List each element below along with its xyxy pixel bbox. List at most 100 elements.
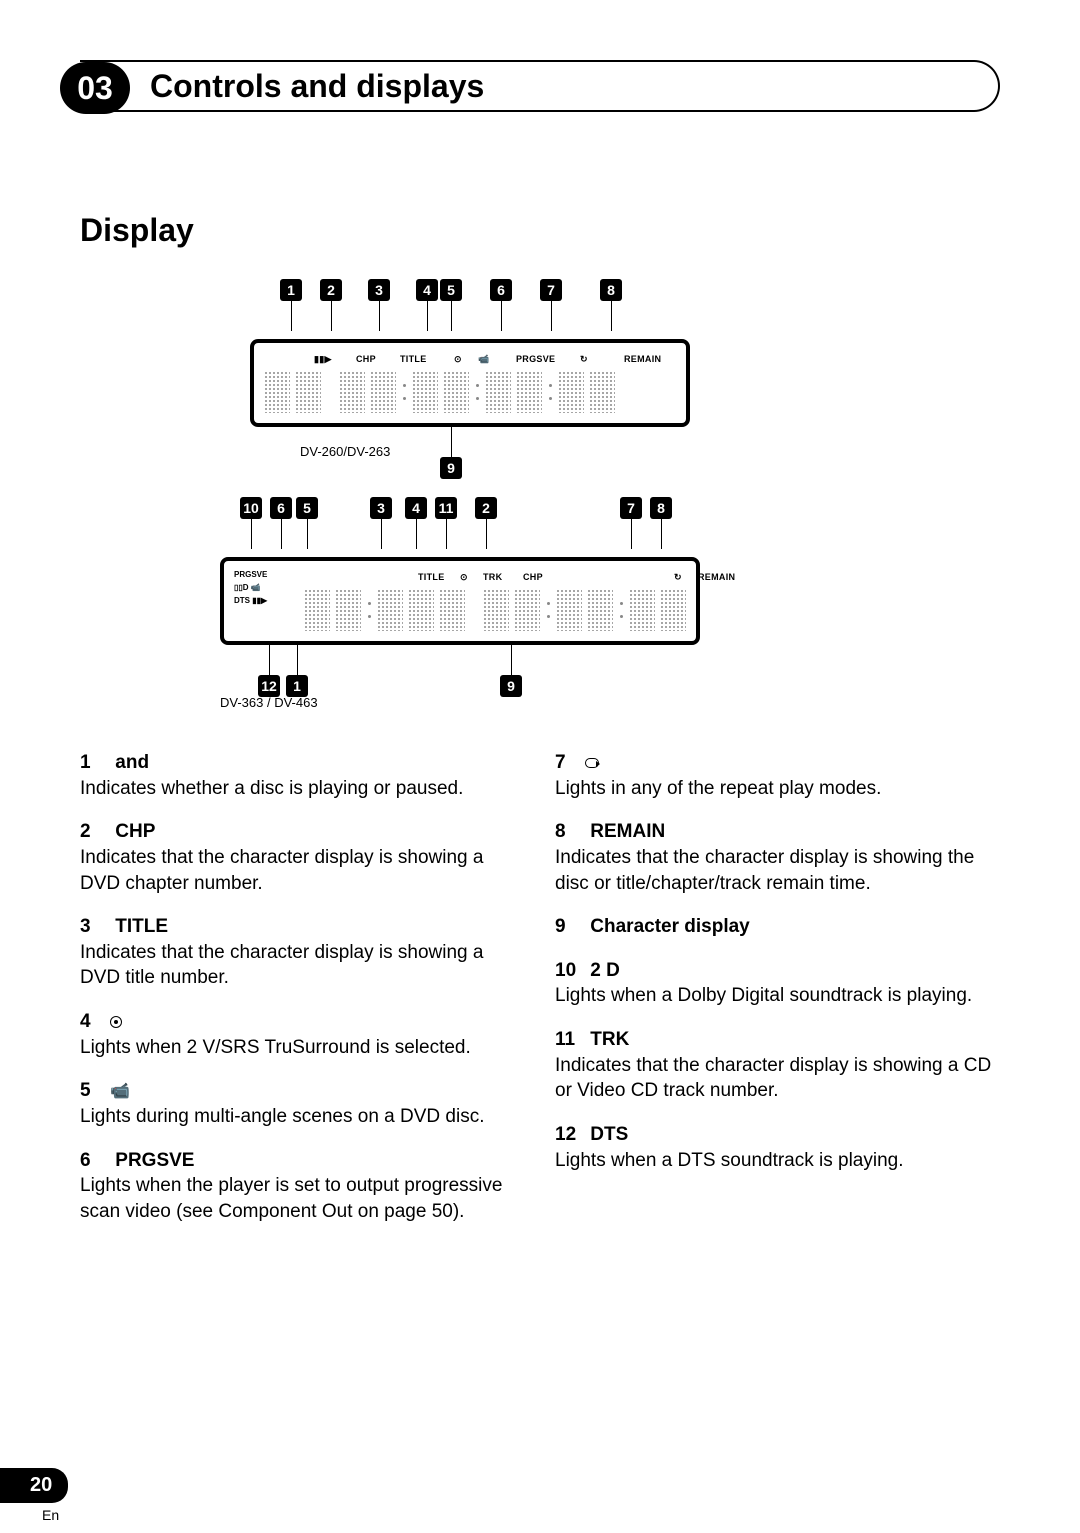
digit	[587, 589, 613, 631]
indicator: ⊙	[460, 572, 468, 583]
callout-1: 1	[280, 279, 302, 331]
callout-badge: 2	[320, 279, 342, 301]
callout-2: 2	[320, 279, 342, 331]
diagram-2-bottom-callouts: 1219	[220, 645, 860, 705]
item-body: Lights during multi-angle scenes on a DV…	[80, 1106, 484, 1127]
indicator: ↻	[674, 572, 682, 583]
callout-8: 8	[600, 279, 622, 331]
digit	[485, 371, 511, 413]
digit	[295, 371, 321, 413]
callout-badge: 3	[368, 279, 390, 301]
digit	[660, 589, 686, 631]
callout-3: 3	[368, 279, 390, 331]
description-item-3: 3 TITLEIndicates that the character disp…	[80, 914, 525, 991]
description-item-9: 9 Character display	[555, 914, 1000, 940]
callout-9: 9	[440, 427, 462, 479]
callout-badge: 2	[475, 497, 497, 519]
callout-line	[486, 519, 487, 549]
digit	[408, 589, 434, 631]
indicator: CHP	[523, 572, 543, 582]
right-column: 7 Lights in any of the repeat play modes…	[555, 750, 1000, 1243]
digit	[264, 371, 290, 413]
section-title: Display	[80, 212, 1000, 249]
callout-badge: 9	[500, 675, 522, 697]
callout-line	[251, 519, 252, 549]
callout-5: 5	[296, 497, 318, 549]
callout-line	[451, 427, 452, 457]
digit	[547, 371, 553, 413]
callout-6: 6	[490, 279, 512, 331]
callout-7: 7	[540, 279, 562, 331]
callout-line	[501, 301, 502, 331]
callout-3: 3	[370, 497, 392, 549]
description-item-12: 12 DTSLights when a DTS soundtrack is pl…	[555, 1122, 1000, 1173]
digit	[339, 371, 365, 413]
item-body: Lights when 2 V/SRS TruSurround is selec…	[80, 1037, 471, 1058]
digit	[412, 371, 438, 413]
page-header: 03 Controls and displays	[80, 60, 1000, 112]
language-label: En	[42, 1507, 59, 1523]
indicator: TITLE	[400, 354, 427, 364]
callout-line	[611, 301, 612, 331]
model-label-1: DV-260/DV-263	[300, 444, 390, 459]
header-outline: 03 Controls and displays	[80, 60, 1000, 112]
callout-2: 2	[475, 497, 497, 549]
digit	[558, 371, 584, 413]
description-item-1: 1 andIndicates whether a disc is playing…	[80, 750, 525, 801]
surround-icon	[110, 1016, 122, 1028]
indicator: ⊙	[454, 354, 462, 365]
callout-line	[281, 519, 282, 549]
digit	[366, 589, 372, 631]
callout-line	[331, 301, 332, 331]
page-number: 20	[0, 1468, 68, 1503]
side-ind-line: DTS ▮▮▶	[234, 595, 270, 608]
callout-line	[307, 519, 308, 549]
callout-line	[297, 645, 298, 675]
callout-badge: 6	[270, 497, 292, 519]
callout-badge: 8	[600, 279, 622, 301]
digit	[439, 589, 465, 631]
callout-7: 7	[620, 497, 642, 549]
description-item-8: 8 REMAINIndicates that the character dis…	[555, 819, 1000, 896]
description-item-2: 2 CHPIndicates that the character displa…	[80, 819, 525, 896]
callout-badge: 4	[405, 497, 427, 519]
diagram-1: 12345678 ▮▮▶CHPTITLE⊙📹PRGSVE↻REMAIN 9 DV…	[220, 279, 860, 477]
digit	[370, 371, 396, 413]
callout-line	[427, 301, 428, 331]
indicator-row-2: TITLE⊙TRKCHP↻REMAIN	[278, 569, 686, 585]
callout-line	[416, 519, 417, 549]
digit	[516, 371, 542, 413]
item-body: Lights when a DTS soundtrack is playing.	[555, 1150, 904, 1171]
indicator: REMAIN	[624, 354, 661, 364]
callout-line	[551, 301, 552, 331]
callout-badge: 6	[490, 279, 512, 301]
item-body: Lights when a Dolby Digital soundtrack i…	[555, 985, 972, 1006]
indicator: ↻	[580, 354, 588, 365]
item-body: Indicates whether a disc is playing or p…	[80, 778, 463, 799]
callout-badge: 5	[440, 279, 462, 301]
callout-12: 12	[258, 645, 280, 697]
callout-line	[381, 519, 382, 549]
side-indicators: PRGSVE ▯▯D 📹 DTS ▮▮▶	[234, 569, 270, 631]
diagram-2: 10653411278 PRGSVE ▯▯D 📹 DTS ▮▮▶ TITLE⊙T…	[220, 497, 860, 710]
item-body: Indicates that the character display is …	[555, 847, 974, 894]
callout-4: 4	[416, 279, 438, 331]
callout-11: 11	[435, 497, 457, 549]
callout-line	[451, 301, 452, 331]
description-item-10: 10 2 DLights when a Dolby Digital soundt…	[555, 958, 1000, 1009]
description-columns: 1 andIndicates whether a disc is playing…	[80, 750, 1000, 1243]
digit	[556, 589, 582, 631]
repeat-icon	[585, 758, 599, 768]
diagram-area: 12345678 ▮▮▶CHPTITLE⊙📹PRGSVE↻REMAIN 9 DV…	[220, 279, 860, 710]
angle-icon: 📹	[110, 1081, 130, 1103]
callout-line	[661, 519, 662, 549]
callout-line	[631, 519, 632, 549]
digit	[401, 371, 407, 413]
side-ind-line: ▯▯D 📹	[234, 582, 270, 595]
callout-badge: 9	[440, 457, 462, 479]
callout-badge: 8	[650, 497, 672, 519]
digit	[377, 589, 403, 631]
callout-badge: 7	[540, 279, 562, 301]
digit	[304, 589, 330, 631]
callout-line	[446, 519, 447, 549]
